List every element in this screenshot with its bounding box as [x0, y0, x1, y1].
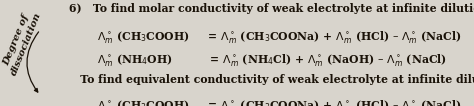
Text: To find equivalent conductivity of weak electrolyte at infinite dilution,: To find equivalent conductivity of weak … — [69, 74, 474, 85]
Text: Degree of
dissociation: Degree of dissociation — [0, 8, 43, 77]
Text: $\Lambda_e^\circ$ (CH$_3$COOH)     = $\Lambda_e^\circ$ (CH$_3$COONa) + $\Lambda_: $\Lambda_e^\circ$ (CH$_3$COOH) = $\Lambd… — [97, 98, 462, 106]
Text: 6)   To find molar conductivity of weak electrolyte at infinite dilution,: 6) To find molar conductivity of weak el… — [69, 3, 474, 14]
Text: $\Lambda_m^\circ$ (CH$_3$COOH)     = $\Lambda_m^\circ$ (CH$_3$COONa) + $\Lambda_: $\Lambda_m^\circ$ (CH$_3$COOH) = $\Lambd… — [97, 29, 462, 45]
Text: $\Lambda_m^\circ$ (NH$_4$OH)          = $\Lambda_m^\circ$ (NH$_4$Cl) + $\Lambda_: $\Lambda_m^\circ$ (NH$_4$OH) = $\Lambda_… — [97, 52, 447, 68]
